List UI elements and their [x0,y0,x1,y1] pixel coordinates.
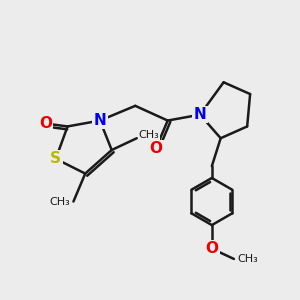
Text: CH₃: CH₃ [138,130,159,140]
Text: S: S [50,151,61,166]
Text: O: O [39,116,52,131]
Text: O: O [205,241,218,256]
Text: O: O [149,141,162,156]
Text: CH₃: CH₃ [49,196,70,206]
Text: N: N [194,107,206,122]
Text: N: N [94,113,106,128]
Text: CH₃: CH₃ [238,254,258,264]
